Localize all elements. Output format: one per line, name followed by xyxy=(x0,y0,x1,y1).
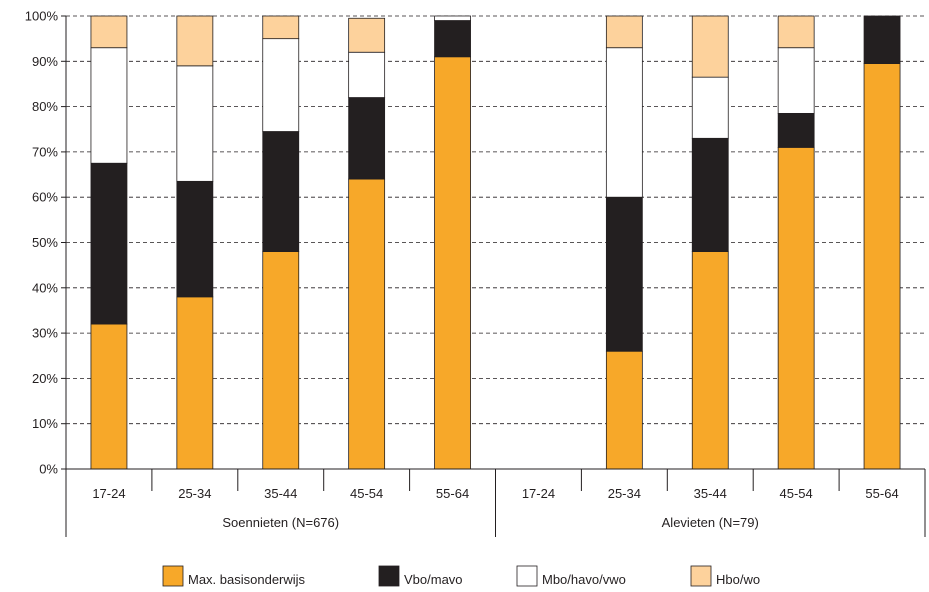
bar-segment-vbo-mavo xyxy=(863,15,901,64)
x-category-label: 45-54 xyxy=(780,486,813,501)
group-label: Alevieten (N=79) xyxy=(662,515,759,530)
axes: 0% 10% 20% 30% 40% 50% 60% 70% 80% 90% 100% 17-24 25… xyxy=(25,9,926,537)
x-category-label: 17-24 xyxy=(522,486,555,501)
bar-segment-vbo-mavo xyxy=(777,112,815,148)
bar-segment-mbo-havo-vwo xyxy=(262,38,300,132)
bar-segment-vbo-mavo xyxy=(176,180,214,298)
legend-swatch xyxy=(378,565,400,587)
legend-label: Vbo/mavo xyxy=(404,572,463,587)
legend-swatch xyxy=(516,565,538,587)
bar-segment-mbo-havo-vwo xyxy=(691,76,729,139)
legend-swatch xyxy=(690,565,712,587)
bar-segment-max-basisonderwijs xyxy=(605,350,643,470)
y-tick-label: 70% xyxy=(32,144,58,159)
bar-segment-mbo-havo-vwo xyxy=(348,51,386,98)
x-category-label: 35-44 xyxy=(694,486,727,501)
bar-segment-hbo-wo xyxy=(605,15,643,49)
bar-segment-vbo-mavo xyxy=(691,137,729,252)
bar-segment-mbo-havo-vwo xyxy=(176,65,214,182)
y-tick-label: 50% xyxy=(32,235,58,250)
x-category-label: 25-34 xyxy=(608,486,641,501)
bar-segment-hbo-wo xyxy=(691,15,729,78)
bar-segment-max-basisonderwijs xyxy=(434,56,471,470)
bar-segment-max-basisonderwijs xyxy=(90,323,128,470)
y-tick-label: 20% xyxy=(32,371,58,386)
bars xyxy=(90,15,901,470)
bar-segment-vbo-mavo xyxy=(605,196,643,352)
x-category-label: 25-34 xyxy=(178,486,211,501)
x-category-label: 17-24 xyxy=(92,486,125,501)
bar-segment-max-basisonderwijs xyxy=(262,251,300,470)
bar-segment-mbo-havo-vwo xyxy=(90,47,128,164)
bar-segment-vbo-mavo xyxy=(262,131,300,252)
bar-segment-mbo-havo-vwo xyxy=(434,15,471,21)
bar-segment-hbo-wo xyxy=(777,15,815,49)
bar-segment-max-basisonderwijs xyxy=(863,63,901,470)
legend-swatch xyxy=(162,565,184,587)
bar-segment-max-basisonderwijs xyxy=(691,251,729,470)
bar-segment-vbo-mavo xyxy=(434,20,471,58)
y-tick-label: 60% xyxy=(32,190,58,205)
bar-segment-mbo-havo-vwo xyxy=(777,47,815,114)
bar-segment-max-basisonderwijs xyxy=(176,296,214,470)
bar-segment-max-basisonderwijs xyxy=(777,146,815,470)
group-label: Soennieten (N=676) xyxy=(222,515,339,530)
y-tick-label: 10% xyxy=(32,416,58,431)
x-category-label: 35-44 xyxy=(264,486,297,501)
x-category-label: 55-64 xyxy=(436,486,469,501)
bar-segment-max-basisonderwijs xyxy=(348,178,386,470)
y-tick-label: 80% xyxy=(32,99,58,114)
bar-segment-hbo-wo xyxy=(262,15,300,40)
y-tick-label: 40% xyxy=(32,280,58,295)
bar-segment-vbo-mavo xyxy=(348,97,386,180)
x-category-label: 55-64 xyxy=(865,486,898,501)
bar-segment-hbo-wo xyxy=(348,17,386,53)
legend-label: Max. basisonderwijs xyxy=(188,572,306,587)
y-tick-label: 90% xyxy=(32,54,58,69)
bar-segment-hbo-wo xyxy=(90,15,128,49)
legend: Max. basisonderwijs Vbo/mavo Mbo/havo/vwo H… xyxy=(162,565,760,587)
legend-label: Mbo/havo/vwo xyxy=(542,572,626,587)
y-tick-label: 100% xyxy=(25,9,59,24)
y-tick-label: 30% xyxy=(32,326,58,341)
bar-segment-mbo-havo-vwo xyxy=(605,47,643,198)
bar-segment-vbo-mavo xyxy=(90,162,128,325)
y-tick-label: 0% xyxy=(39,462,58,477)
legend-label: Hbo/wo xyxy=(716,572,760,587)
bar-segment-hbo-wo xyxy=(176,15,214,67)
x-category-label: 45-54 xyxy=(350,486,383,501)
